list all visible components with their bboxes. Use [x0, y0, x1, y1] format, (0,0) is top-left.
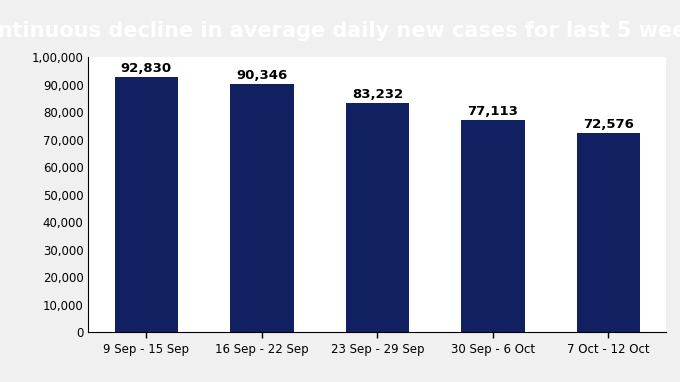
Text: 72,576: 72,576: [583, 118, 634, 131]
Text: 90,346: 90,346: [236, 69, 288, 82]
Text: Continuous decline in average daily new cases for last 5 weeks: Continuous decline in average daily new …: [0, 21, 680, 41]
Bar: [461, 120, 525, 332]
Bar: [345, 104, 409, 332]
Text: 77,113: 77,113: [467, 105, 518, 118]
Text: 92,830: 92,830: [121, 62, 172, 75]
Bar: [115, 77, 178, 332]
Text: 83,232: 83,232: [352, 89, 403, 102]
Bar: [230, 84, 294, 332]
Bar: [577, 133, 640, 332]
